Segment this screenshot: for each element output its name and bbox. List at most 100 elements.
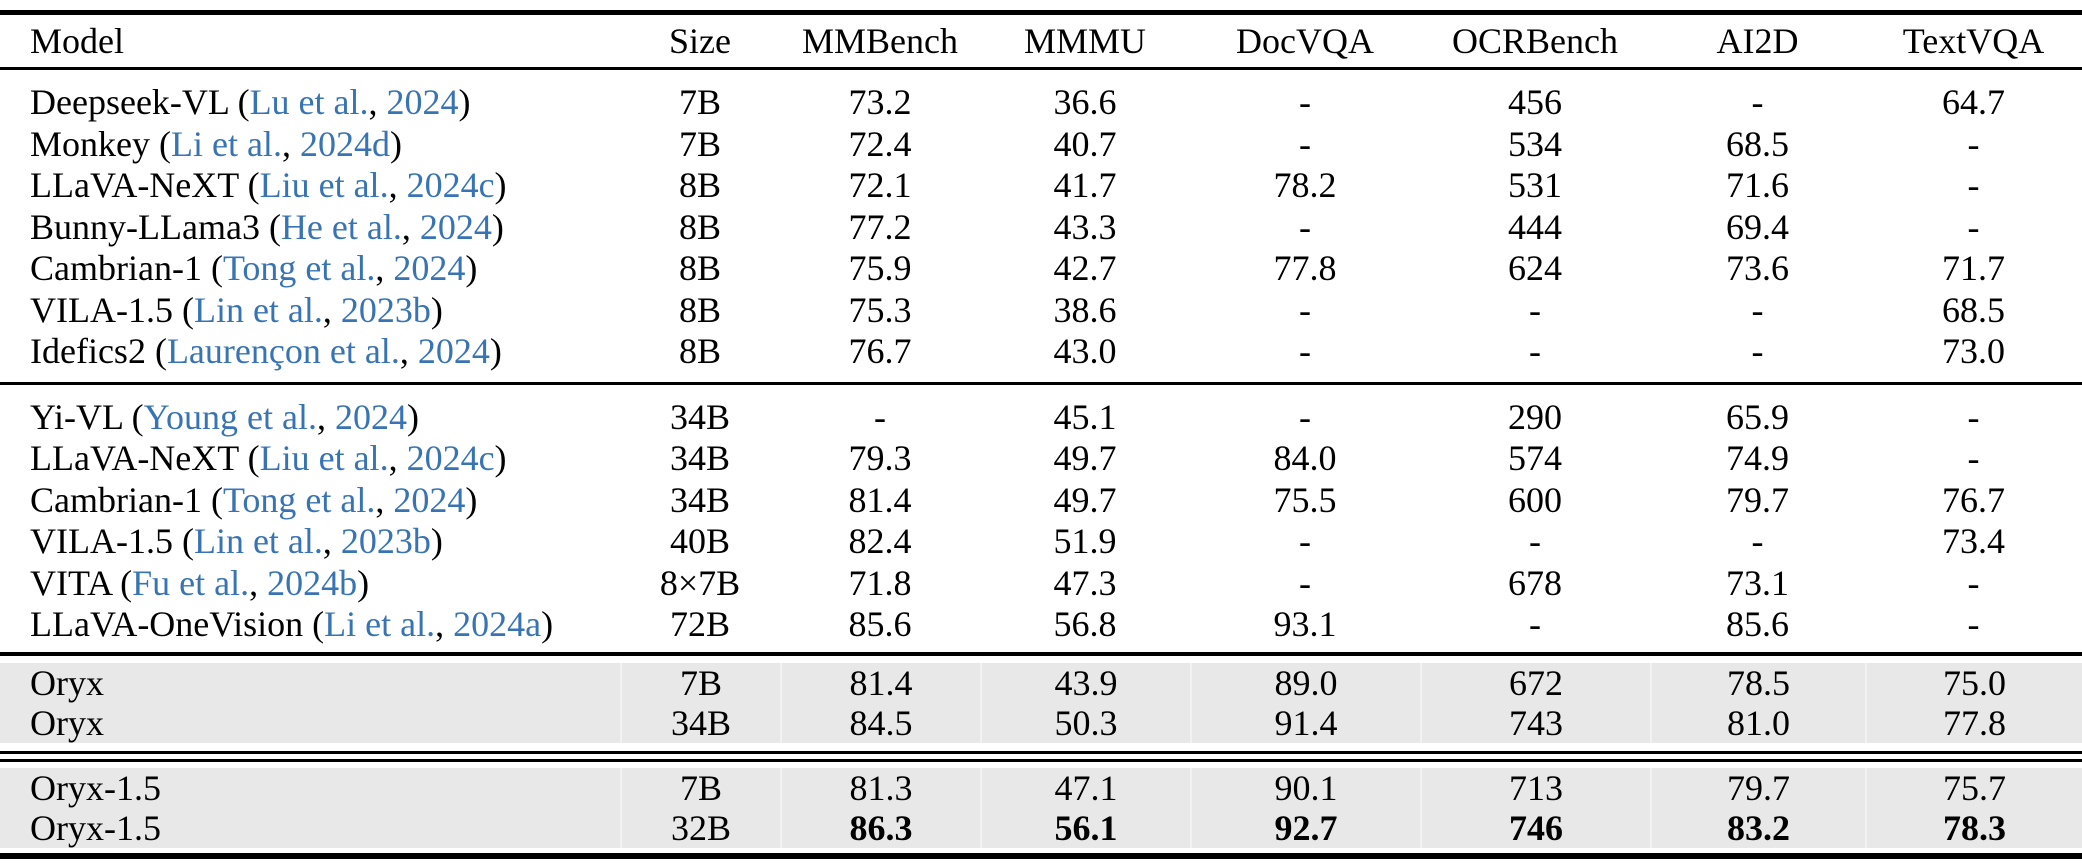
metric-cell: 713 [1420, 767, 1650, 808]
citation-author-link[interactable]: Liu et al. [259, 165, 389, 205]
metric-cell: - [1299, 396, 1311, 437]
citation-author-link[interactable]: He et al. [280, 206, 402, 247]
column-header-mmbench: MMBench [802, 21, 958, 61]
metric-cell: 76.7 [1942, 479, 2005, 520]
metric-cell: 64.7 [1942, 82, 2005, 122]
column-header-size: Size [669, 21, 731, 61]
size-cell: 7B [620, 662, 780, 703]
size-cell: 40B [669, 521, 730, 561]
section-rule-1 [0, 381, 2082, 385]
citation-author-link[interactable]: Li et al. [324, 604, 436, 644]
citation-year-link[interactable]: 2024 [393, 248, 466, 288]
model-cell: Idefics2 (Laurençon et al., 2024) [30, 331, 502, 371]
model-cell: Oryx-1.5 [30, 807, 161, 848]
metric-cell: 85.6 [1726, 604, 1789, 644]
metric-cell: - [1299, 562, 1311, 603]
metric-cell: 73.6 [1726, 248, 1789, 288]
metric-cell: 75.3 [848, 289, 912, 330]
metric-cell: 444 [1508, 206, 1562, 247]
metric-cell: 82.4 [848, 521, 912, 561]
metric-cell: 624 [1508, 248, 1562, 288]
metric-cell: 73.4 [1942, 521, 2005, 561]
metric-cell: 78.3 [1865, 807, 2082, 848]
metric-cell: 90.1 [1190, 767, 1420, 808]
citation-author-link[interactable]: Fu et al. [132, 562, 250, 603]
citation-year-link[interactable]: 2023b [340, 521, 431, 561]
citation-author-link[interactable]: Tong et al. [222, 479, 376, 520]
metric-cell: 78.5 [1650, 662, 1865, 703]
metric-cell: 68.5 [1726, 123, 1789, 164]
metric-cell: 36.6 [1053, 82, 1117, 122]
metric-cell: 69.4 [1726, 206, 1789, 247]
metric-cell: 531 [1508, 165, 1562, 205]
table-row: Oryx 7B 81.4 43.9 89.0 672 78.5 75.0 [0, 662, 2082, 703]
metric-cell: 75.7 [1865, 767, 2082, 808]
model-cell: Oryx [30, 702, 104, 743]
size-cell: 7B [620, 767, 780, 808]
metric-cell: 76.7 [848, 331, 912, 371]
table-row: LLaVA-OneVision (Li et al., 2024a) 72B 85.… [0, 604, 2082, 646]
model-cell: VILA-1.5 (Lin et al., 2023b) [30, 521, 443, 561]
model-cell: LLaVA-NeXT (Liu et al., 2024c) [30, 438, 507, 478]
metric-cell: - [1299, 123, 1311, 164]
metric-cell: 47.3 [1053, 562, 1117, 603]
size-cell: 32B [620, 807, 780, 848]
citation-year-link[interactable]: 2024d [299, 123, 390, 164]
metric-cell: - [1967, 165, 1980, 205]
metric-cell: - [1529, 331, 1541, 371]
metric-cell: - [1751, 289, 1764, 330]
metric-cell: - [1299, 82, 1311, 122]
metric-cell: 38.6 [1053, 289, 1117, 330]
metric-cell: - [1751, 331, 1764, 371]
citation-author-link[interactable]: Li et al. [170, 123, 282, 164]
metric-cell: 534 [1508, 123, 1562, 164]
citation-year-link[interactable]: 2024c [406, 165, 495, 205]
citation-author-link[interactable]: Lin et al. [193, 521, 323, 561]
citation-author-link[interactable]: Lin et al. [193, 289, 323, 330]
metric-cell: 75.9 [848, 248, 912, 288]
metric-cell: 73.0 [1942, 331, 2005, 371]
citation-author-link[interactable]: Lu et al. [249, 82, 369, 122]
section-large-models: Yi-VL (Young et al., 2024) 34B - 45.1 - 290 65… [0, 385, 2082, 652]
metric-cell: 456 [1508, 82, 1562, 122]
citation-year-link[interactable]: 2023b [340, 289, 431, 330]
citation-year-link[interactable]: 2024 [419, 206, 492, 247]
metric-cell: 678 [1508, 562, 1562, 603]
citation-year-link[interactable]: 2024 [417, 331, 490, 371]
table-row: Deepseek-VL (Lu et al., 2024) 7B 73.2 36.6 -… [0, 82, 2082, 124]
section-small-models: Deepseek-VL (Lu et al., 2024) 7B 73.2 36.6 -… [0, 70, 2082, 382]
size-cell: 8B [678, 165, 721, 205]
citation-year-link[interactable]: 2024 [386, 82, 459, 122]
citation-author-link[interactable]: Tong et al. [222, 248, 376, 288]
table-header-row: Model Size MMBench MMMU DocVQA OCRBench … [0, 15, 2082, 67]
metric-cell: 746 [1420, 807, 1650, 848]
citation-author-link[interactable]: Liu et al. [259, 438, 389, 478]
metric-cell: 77.2 [848, 206, 912, 247]
citation-year-link[interactable]: 2024 [393, 479, 466, 520]
metric-cell: 81.3 [780, 767, 980, 808]
citation-year-link[interactable]: 2024 [335, 396, 408, 437]
citation-year-link[interactable]: 2024c [406, 438, 495, 478]
section-rule-2 [0, 651, 2082, 656]
metric-cell: - [1967, 562, 1980, 603]
table-row: Oryx-1.5 32B 86.3 56.1 92.7 746 83.2 78.3 [0, 807, 2082, 848]
metric-cell: 79.7 [1650, 767, 1865, 808]
metric-cell: 92.7 [1190, 807, 1420, 848]
citation-author-link[interactable]: Young et al. [143, 396, 318, 437]
metric-cell: - [1967, 206, 1980, 247]
metric-cell: 49.7 [1053, 438, 1117, 478]
metric-cell: 77.8 [1273, 248, 1337, 288]
metric-cell: 41.7 [1053, 165, 1117, 205]
citation-year-link[interactable]: 2024b [267, 562, 358, 603]
citation-author-link[interactable]: Laurençon et al. [166, 331, 400, 371]
table-row: Bunny-LLama3 (He et al., 2024) 8B 77.2 43.3… [0, 207, 2082, 249]
top-rule [0, 10, 2082, 15]
metric-cell: - [1967, 604, 1980, 644]
metric-cell: 71.7 [1942, 248, 2005, 288]
model-cell: Cambrian-1 (Tong et al., 2024) [30, 248, 478, 288]
double-rule-top [0, 750, 2082, 754]
citation-year-link[interactable]: 2024a [453, 604, 542, 644]
size-cell: 34B [669, 438, 730, 478]
metric-cell: 79.7 [1726, 479, 1789, 520]
